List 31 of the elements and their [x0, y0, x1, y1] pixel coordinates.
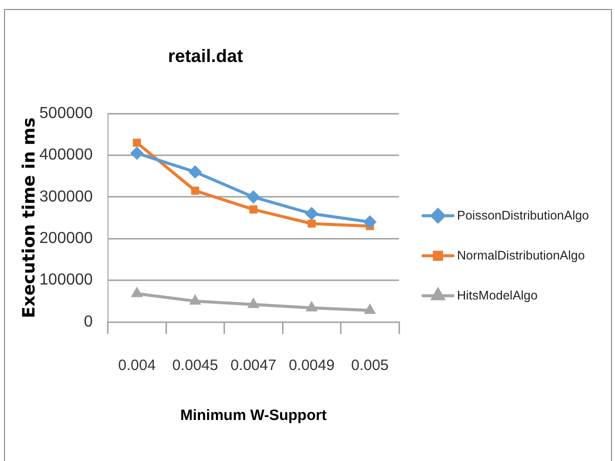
point: [246, 190, 260, 204]
point: [191, 186, 200, 195]
x-tick-label: 0.004: [118, 357, 156, 374]
y-tick-label: 200000: [39, 230, 93, 248]
y-tick-label: 100000: [39, 272, 93, 289]
x-tick-label: 0.0049: [288, 357, 335, 374]
point: [308, 220, 316, 228]
y-axis-title: Execution time in ms: [20, 117, 40, 318]
point: [249, 205, 258, 214]
point: [364, 304, 376, 314]
legend-label: HitsModelAlgo: [457, 288, 538, 302]
point: [131, 287, 143, 298]
x-tick-label: 0.0047: [230, 357, 276, 374]
point: [248, 298, 260, 308]
point: [305, 207, 318, 220]
x-axis-title: Minimum W-Support: [180, 407, 327, 424]
point: [306, 301, 318, 312]
legend-label: PoissonDistributionAlgo: [457, 208, 590, 222]
y-tick-label: 400000: [39, 146, 93, 164]
x-tick-label: 0.005: [351, 357, 389, 374]
point: [188, 165, 202, 178]
chart-title: retail.dat: [168, 46, 244, 66]
point: [130, 146, 144, 160]
point: [363, 215, 376, 228]
y-tick-label: 500000: [39, 105, 93, 122]
legend-label: NormalDistributionAlgo: [457, 248, 585, 262]
point: [132, 138, 141, 147]
x-tick-label: 0.0045: [172, 357, 218, 374]
point: [189, 294, 201, 305]
y-tick-label: 0: [84, 313, 93, 330]
y-tick-label: 300000: [39, 188, 93, 206]
